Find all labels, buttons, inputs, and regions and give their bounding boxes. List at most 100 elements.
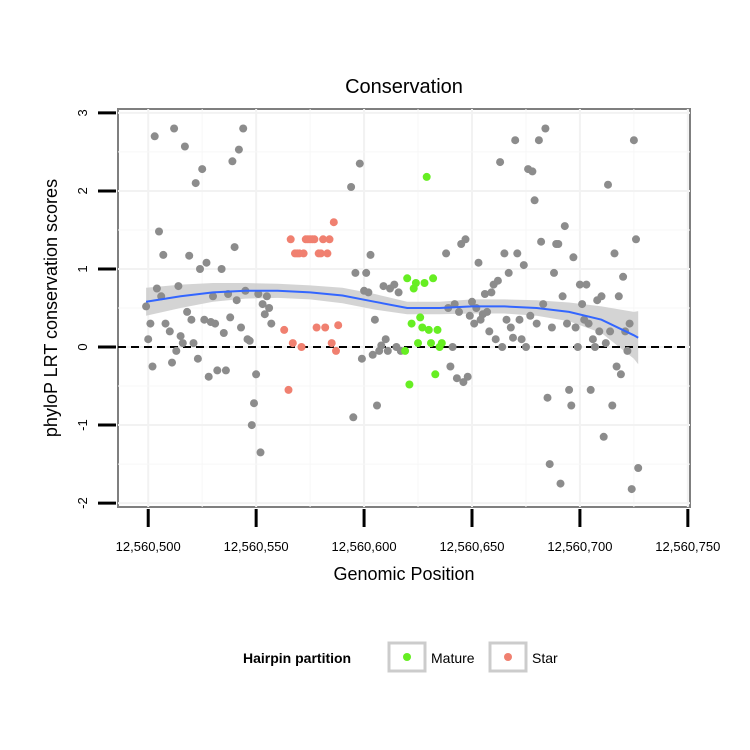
- point-star: [312, 323, 321, 332]
- point-other: [582, 280, 591, 289]
- grid: [118, 109, 690, 507]
- point-mature: [401, 346, 410, 355]
- point-other: [470, 319, 479, 328]
- legend-label-mature: Mature: [431, 650, 475, 666]
- smooth-line: [145, 289, 639, 339]
- legend-title: Hairpin partition: [243, 650, 351, 666]
- point-other: [541, 124, 550, 133]
- point-other: [483, 307, 492, 316]
- point-other: [463, 372, 472, 381]
- point-other: [174, 282, 183, 291]
- point-other: [191, 179, 200, 188]
- x-axis-label: Genomic Position: [333, 564, 474, 584]
- point-other: [351, 268, 360, 277]
- x-tick-label: 12,560,750: [655, 539, 720, 554]
- point-other: [180, 142, 189, 151]
- point-other: [245, 336, 254, 345]
- point-other: [254, 290, 263, 298]
- x-tick-label: 12,560,700: [547, 539, 612, 554]
- point-star: [299, 249, 308, 258]
- point-other: [150, 132, 159, 141]
- y-tick-label: -1: [75, 419, 90, 431]
- point-other: [565, 385, 574, 394]
- point-other: [556, 479, 565, 488]
- point-other: [377, 341, 386, 350]
- point-other: [632, 235, 640, 244]
- point-other: [258, 300, 267, 309]
- point-mature: [407, 319, 416, 328]
- point-other: [455, 307, 463, 316]
- point-other: [511, 136, 520, 145]
- point-other: [366, 250, 375, 259]
- point-other: [502, 315, 511, 324]
- point-star: [319, 235, 328, 244]
- point-star: [288, 339, 297, 348]
- point-other: [379, 282, 388, 291]
- point-other: [448, 343, 457, 351]
- x-tick-label: 12,560,500: [116, 539, 181, 554]
- y-axis: -2 -1 0 1 2 3: [75, 109, 116, 509]
- point-other: [159, 250, 168, 259]
- point-other: [211, 319, 220, 328]
- point-other: [368, 350, 377, 359]
- point-other: [487, 288, 496, 297]
- point-star: [310, 235, 319, 244]
- point-star: [329, 218, 338, 227]
- point-other: [347, 183, 356, 191]
- point-other: [228, 157, 237, 166]
- point-other: [519, 261, 528, 270]
- point-other: [237, 323, 245, 332]
- point-star: [297, 343, 306, 351]
- point-mature: [422, 172, 431, 181]
- point-other: [239, 124, 248, 133]
- point-other: [545, 460, 554, 469]
- point-other: [608, 401, 617, 410]
- point-star: [332, 346, 340, 355]
- point-other: [571, 323, 580, 332]
- points-group: [142, 124, 643, 494]
- point-other: [573, 343, 582, 351]
- point-other: [161, 319, 170, 328]
- point-other: [513, 249, 522, 258]
- y-tick-label: -2: [75, 497, 90, 509]
- point-other: [170, 124, 179, 133]
- point-other: [168, 358, 176, 367]
- point-other: [381, 335, 390, 344]
- point-other: [601, 339, 610, 348]
- point-other: [588, 335, 597, 344]
- point-other: [558, 292, 567, 301]
- point-other: [522, 343, 530, 351]
- point-other: [491, 335, 500, 344]
- point-other: [634, 464, 643, 472]
- point-mature: [424, 325, 433, 334]
- point-mature: [418, 323, 427, 332]
- x-axis: 12,560,500 12,560,550 12,560,600 12,560,650…: [116, 509, 720, 554]
- point-mature: [416, 313, 425, 322]
- point-other: [446, 362, 455, 371]
- point-other: [504, 268, 513, 277]
- point-other: [196, 265, 204, 273]
- point-other: [176, 332, 185, 341]
- point-other: [230, 243, 239, 252]
- point-other: [394, 288, 403, 297]
- point-other: [500, 249, 509, 258]
- point-other: [629, 136, 638, 145]
- point-other: [595, 327, 604, 336]
- point-other: [606, 327, 615, 336]
- point-mature: [411, 279, 420, 287]
- point-other: [578, 300, 587, 309]
- point-other: [539, 300, 548, 309]
- point-mature: [427, 339, 435, 348]
- point-other: [213, 366, 222, 375]
- point-other: [172, 346, 181, 355]
- chart-title: Conservation: [345, 76, 463, 98]
- point-other: [209, 292, 217, 301]
- x-tick-label: 12,560,600: [332, 539, 397, 554]
- point-other: [493, 276, 502, 285]
- legend-swatch-mature: [403, 653, 411, 661]
- point-mature: [414, 339, 422, 348]
- confidence-band: [146, 283, 639, 365]
- point-other: [198, 165, 207, 174]
- y-tick-label: 0: [75, 343, 90, 350]
